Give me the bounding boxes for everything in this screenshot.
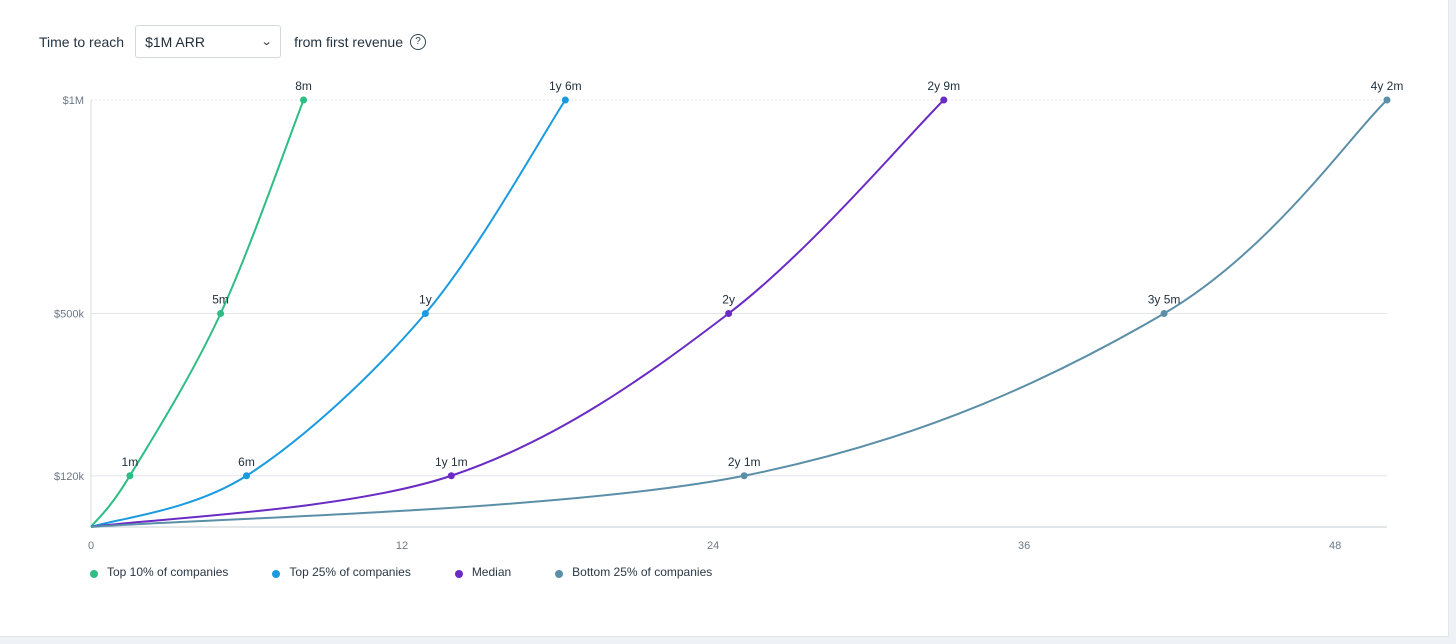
- chevron-down-icon: ⌄: [260, 36, 273, 48]
- data-point: [300, 96, 308, 104]
- line-chart: $120k $500k $1M 0 12 24 36 48 1m 5m 8m 6m 1y 1y 6m 1y …: [54, 79, 1404, 552]
- legend-swatch: [454, 569, 463, 578]
- data-point: [126, 472, 134, 480]
- y-tick-label: $1M: [63, 95, 84, 107]
- data-label: 1y: [419, 293, 432, 307]
- data-label: 1y 1m: [435, 455, 468, 469]
- data-label: 3y 5m: [1148, 293, 1181, 307]
- suffix-label: from first revenue: [294, 33, 404, 50]
- legend-label: Top 25% of companies: [289, 565, 411, 579]
- x-tick-label: 24: [707, 540, 719, 552]
- x-tick-label: 36: [1018, 540, 1030, 552]
- y-tick-label: $120k: [54, 471, 84, 483]
- data-point: [1383, 96, 1391, 104]
- x-tick-label: 12: [396, 540, 408, 552]
- legend-swatch: [555, 569, 564, 578]
- legend-label: Median: [471, 565, 512, 579]
- series-line: [90, 99, 945, 528]
- data-label: 8m: [295, 79, 312, 93]
- data-label: 1y 6m: [549, 79, 582, 93]
- data-label: 2y 9m: [927, 79, 960, 93]
- metric-select-value: $1M ARR: [145, 33, 205, 50]
- data-point: [421, 310, 429, 317]
- data-point: [740, 472, 748, 480]
- question-circle-icon[interactable]: ?: [410, 33, 427, 50]
- data-point: [217, 310, 225, 317]
- data-point: [561, 96, 569, 104]
- series-line: [90, 99, 1388, 528]
- data-label: 1m: [122, 455, 139, 469]
- legend-swatch: [90, 569, 98, 578]
- data-point: [1160, 310, 1168, 317]
- data-point: [725, 310, 733, 317]
- data-point: [940, 96, 948, 104]
- legend-item[interactable]: Median: [454, 565, 512, 579]
- legend-label: Top 10% of companies: [107, 565, 229, 579]
- metric-select[interactable]: $1M ARR ⌄: [135, 25, 282, 58]
- x-tick-label: 48: [1329, 540, 1341, 552]
- y-tick-label: $500k: [54, 309, 84, 321]
- series-line: [90, 99, 305, 528]
- prefix-label: Time to reach: [39, 33, 125, 50]
- chart-controls: Time to reach $1M ARR ⌄ from first reven…: [39, 24, 427, 59]
- data-label: 4y 2m: [1371, 79, 1404, 93]
- legend-label: Bottom 25% of companies: [572, 565, 713, 579]
- legend-swatch: [272, 569, 281, 578]
- data-label: 6m: [238, 455, 255, 469]
- data-label: 5m: [212, 293, 229, 307]
- legend-item[interactable]: Top 25% of companies: [272, 565, 411, 579]
- data-label: 2y 1m: [728, 455, 761, 469]
- legend-item[interactable]: Top 10% of companies: [90, 565, 228, 579]
- chart-legend: Top 10% of companies Top 25% of companies…: [90, 565, 756, 579]
- x-tick-label: 0: [88, 540, 94, 552]
- data-label: 2y: [722, 293, 735, 307]
- legend-item[interactable]: Bottom 25% of companies: [555, 565, 712, 579]
- series-line: [90, 99, 567, 528]
- data-point: [243, 472, 251, 480]
- data-point: [447, 472, 455, 480]
